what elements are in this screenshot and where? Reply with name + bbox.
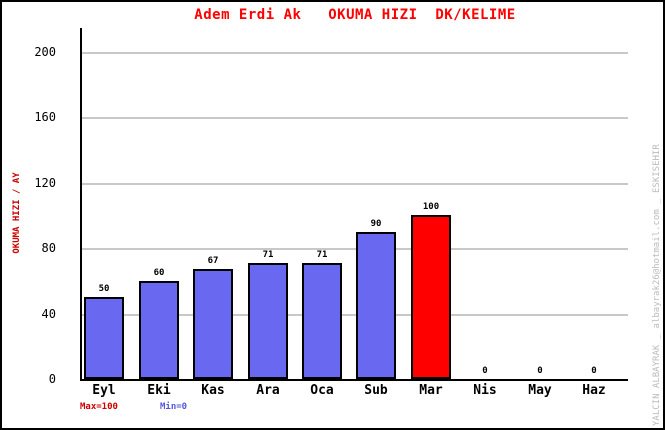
x-tick-label-Sub: Sub bbox=[364, 383, 388, 398]
watermark-text: YALCIN ALBAYRAK _ albayrak26@hotmail.com… bbox=[652, 144, 662, 426]
gridline-80 bbox=[80, 248, 628, 250]
x-tick-label-Kas: Kas bbox=[201, 383, 225, 398]
bar-Ara bbox=[248, 263, 288, 379]
bar-value-label-Mar: 100 bbox=[422, 202, 440, 212]
bar-value-label-Eyl: 50 bbox=[98, 284, 110, 294]
bar-value-label-May: 0 bbox=[537, 366, 543, 376]
y-axis-line bbox=[80, 28, 82, 381]
bar-Kas bbox=[193, 269, 233, 379]
x-tick-label-May: May bbox=[528, 383, 552, 398]
gridline-200 bbox=[80, 52, 628, 54]
bar-Oca bbox=[302, 263, 342, 379]
min-value-label: Min=0 bbox=[160, 402, 188, 412]
bar-Mar bbox=[411, 215, 451, 379]
bar-value-label-Nis: 0 bbox=[482, 366, 488, 376]
x-axis-line bbox=[80, 379, 628, 381]
x-tick-label-Mar: Mar bbox=[419, 383, 443, 398]
max-value-label: Max=100 bbox=[80, 402, 118, 412]
bar-value-label-Ara: 71 bbox=[262, 250, 274, 260]
x-tick-label-Eyl: Eyl bbox=[92, 383, 116, 398]
x-tick-label-Oca: Oca bbox=[310, 383, 334, 398]
bar-Eki bbox=[139, 281, 179, 379]
y-tick-label-120: 120 bbox=[34, 176, 56, 190]
bar-value-label-Oca: 71 bbox=[316, 250, 328, 260]
gridline-120 bbox=[80, 183, 628, 185]
bar-value-label-Eki: 60 bbox=[153, 268, 165, 278]
bar-Eyl bbox=[84, 297, 124, 379]
x-tick-label-Eki: Eki bbox=[147, 383, 171, 398]
bar-Sub bbox=[356, 232, 396, 379]
gridline-160 bbox=[80, 117, 628, 119]
y-tick-label-80: 80 bbox=[41, 241, 56, 255]
y-tick-label-200: 200 bbox=[34, 45, 56, 59]
x-tick-label-Haz: Haz bbox=[582, 383, 606, 398]
bar-value-label-Haz: 0 bbox=[591, 366, 597, 376]
x-tick-label-Ara: Ara bbox=[256, 383, 280, 398]
gridline-40 bbox=[80, 314, 628, 316]
bar-value-label-Kas: 67 bbox=[207, 256, 219, 266]
y-tick-label-0: 0 bbox=[48, 372, 56, 386]
chart-title: Adem Erdi Ak OKUMA HIZI DK/KELIME bbox=[194, 7, 516, 23]
y-tick-label-160: 160 bbox=[34, 110, 56, 124]
bar-value-label-Sub: 90 bbox=[370, 219, 382, 229]
y-tick-label-40: 40 bbox=[41, 307, 56, 321]
x-tick-label-Nis: Nis bbox=[473, 383, 497, 398]
